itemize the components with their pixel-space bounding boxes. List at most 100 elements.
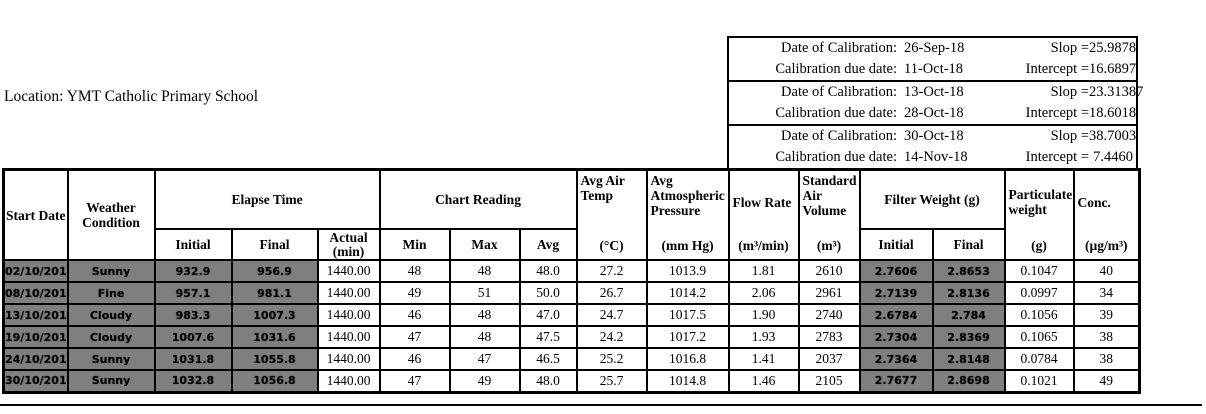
table-row: 13/10/2018 Cloudy 983.3 1007.3 1440.00 4… (2, 303, 1141, 327)
subheader-actual-min: Actual (min) (316, 228, 381, 261)
cell-chart-min: 47 (378, 325, 451, 349)
cell-flow-rate: 1.93 (727, 325, 800, 349)
cell-actual-min: 1440.00 (316, 325, 381, 349)
cell-filter-initial: 2.7606 (858, 259, 934, 283)
cell-air-temp: 25.2 (575, 347, 648, 371)
header-particulate-weight-label: Particulate weight (1008, 187, 1073, 217)
cell-particulate: 0.0997 (1003, 281, 1075, 305)
calibration-panel: Date of Calibration: 26-Sep-18 Slop = 25… (727, 36, 1144, 170)
cell-air-temp: 25.7 (575, 369, 648, 393)
table-row: 30/10/2018 Sunny 1032.8 1056.8 1440.00 4… (2, 369, 1141, 393)
cell-start-date: 08/10/2018 (2, 281, 69, 305)
cell-weather: Fine (66, 281, 156, 305)
cell-elapse-initial: 957.1 (153, 281, 233, 305)
cell-weather: Cloudy (66, 303, 156, 327)
slop-value: 23.31387 (1089, 84, 1144, 100)
table-row: 02/10/2018 Sunny 932.9 956.9 1440.00 48 … (2, 259, 1141, 283)
calibration-due-label: Calibration due date: (775, 105, 897, 121)
cell-chart-min: 46 (378, 303, 451, 327)
cell-flow-rate: 1.81 (727, 259, 800, 283)
header-avg-atmospheric-pressure: Avg Atmospheric Pressure (mm Hg) (645, 168, 730, 261)
table-row: 08/10/2018 Fine 957.1 981.1 1440.00 49 5… (2, 281, 1141, 305)
header-conc-label: Conc. (1077, 194, 1111, 210)
calibration-date-label: Date of Calibration: (781, 84, 897, 100)
subheader-chart-avg: Avg (518, 228, 578, 261)
cell-flow-rate: 1.41 (727, 347, 800, 371)
cell-filter-final: 2.8148 (931, 347, 1006, 371)
header-particulate-unit: (g) (1031, 237, 1047, 253)
subheader-filter-final: Final (931, 228, 1006, 261)
cell-filter-initial: 2.6784 (858, 303, 934, 327)
calibration-row: Date of Calibration: 13-Oct-18 Slop = 23… (729, 82, 1144, 103)
calibration-section: Date of Calibration: 26-Sep-18 Slop = 25… (727, 36, 1138, 82)
header-flow-rate-label: Flow Rate (732, 194, 792, 210)
cell-pressure: 1014.8 (645, 369, 730, 393)
slop-label: Slop = (1050, 128, 1089, 144)
cell-elapse-initial: 1007.6 (153, 325, 233, 349)
slop-label: Slop = (1050, 40, 1089, 56)
cell-actual-min: 1440.00 (316, 259, 381, 283)
header-conc-unit: (µg/m³) (1084, 237, 1128, 253)
calibration-row: Calibration due date: 14-Nov-18 Intercep… (729, 147, 1136, 168)
cell-elapse-initial: 1032.8 (153, 369, 233, 393)
header-filter-weight: Filter Weight (g) (858, 168, 1006, 231)
calibration-date-value: 13-Oct-18 (904, 84, 964, 100)
location-label: Location: YMT Catholic Primary School (4, 88, 258, 105)
cell-chart-max: 48 (448, 325, 521, 349)
cell-conc: 40 (1072, 259, 1141, 283)
slop-label: Slop = (1050, 84, 1089, 100)
header-standard-air-volume-label: Standard Air Volume (802, 173, 857, 218)
cell-filter-initial: 2.7139 (858, 281, 934, 305)
cell-start-date: 13/10/2018 (2, 303, 69, 327)
cell-filter-initial: 2.7364 (858, 347, 934, 371)
cell-std-volume: 2961 (797, 281, 861, 305)
cell-particulate: 0.1021 (1003, 369, 1075, 393)
cell-particulate: 0.1047 (1003, 259, 1075, 283)
cell-actual-min: 1440.00 (316, 369, 381, 393)
cell-chart-avg: 50.0 (518, 281, 578, 305)
cell-chart-min: 49 (378, 281, 451, 305)
cell-flow-rate: 1.90 (727, 303, 800, 327)
cell-actual-min: 1440.00 (316, 347, 381, 371)
cell-start-date: 19/10/2018 (2, 325, 69, 349)
cell-start-date: 02/10/2018 (2, 259, 69, 283)
cell-weather: Cloudy (66, 325, 156, 349)
cell-air-temp: 24.2 (575, 325, 648, 349)
subheader-filter-initial: Initial (858, 228, 934, 261)
cell-std-volume: 2037 (797, 347, 861, 371)
header-elapse-time: Elapse Time (153, 168, 381, 231)
cell-std-volume: 2783 (797, 325, 861, 349)
cell-weather: Sunny (66, 369, 156, 393)
header-flow-rate: Flow Rate (m³/min) (727, 168, 800, 261)
calibration-due-value: 28-Oct-18 (904, 105, 964, 121)
cell-std-volume: 2105 (797, 369, 861, 393)
cell-elapse-initial: 932.9 (153, 259, 233, 283)
header-avg-air-temp-label: Avg Air Temp (580, 173, 625, 203)
cell-filter-final: 2.8698 (931, 369, 1006, 393)
subheader-chart-min: Min (378, 228, 451, 261)
cell-start-date: 30/10/2018 (2, 369, 69, 393)
cell-elapse-final: 1031.6 (230, 325, 319, 349)
header-pressure-unit: (mm Hg) (661, 237, 714, 253)
cell-elapse-final: 1007.3 (230, 303, 319, 327)
cell-elapse-final: 1056.8 (230, 369, 319, 393)
cell-particulate: 0.0784 (1003, 347, 1075, 371)
slop-value: 38.7003 (1089, 128, 1137, 144)
intercept-label: Intercept = (1025, 105, 1089, 121)
cell-chart-max: 51 (448, 281, 521, 305)
calibration-date-value: 30-Oct-18 (904, 128, 964, 144)
calibration-date-label: Date of Calibration: (781, 128, 897, 144)
cell-elapse-final: 956.9 (230, 259, 319, 283)
header-particulate-weight: Particulate weight (g) (1003, 168, 1075, 261)
calibration-date-value: 26-Sep-18 (904, 40, 965, 56)
cell-chart-max: 49 (448, 369, 521, 393)
header-avg-air-temp: Avg Air Temp (°C) (575, 168, 648, 261)
calibration-due-value: 14-Nov-18 (904, 149, 968, 165)
header-start-date: Start Date (2, 168, 69, 261)
intercept-label: Intercept = (1025, 149, 1089, 165)
calibration-row: Calibration due date: 11-Oct-18 Intercep… (729, 59, 1136, 80)
cell-elapse-initial: 983.3 (153, 303, 233, 327)
table-row: 24/10/2018 Sunny 1031.8 1055.8 1440.00 4… (2, 347, 1141, 371)
sampling-data-table: Start Date Weather Condition Elapse Time… (2, 168, 1142, 394)
cell-pressure: 1014.2 (645, 281, 730, 305)
